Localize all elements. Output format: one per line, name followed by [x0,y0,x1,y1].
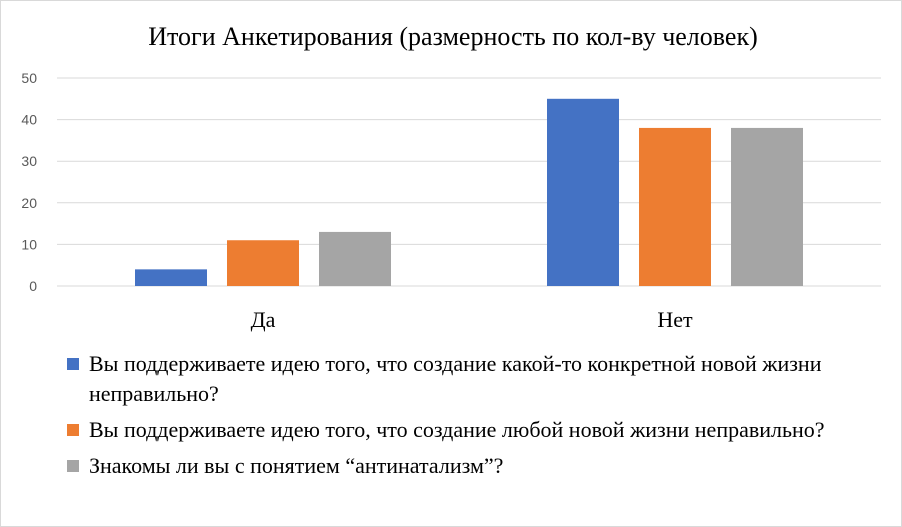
y-tick-label: 0 [29,278,37,294]
legend-label-series-1: Вы поддерживаете идею того, что создание… [89,351,822,406]
y-tick-label: 30 [21,153,37,169]
legend: Вы поддерживаете идею того, что создание… [67,349,867,487]
legend-label-series-2: Вы поддерживаете идею того, что создание… [89,417,825,442]
legend-swatch-series-3 [67,460,79,472]
legend-swatch-series-1 [67,358,79,370]
bar-series-2-cat-1 [227,240,299,286]
y-tick-label: 10 [21,236,37,252]
chart-title: Итоги Анкетирования (размерность по кол-… [148,22,758,51]
y-tick-label: 40 [21,112,37,128]
x-axis-categories: Да Нет [251,307,693,332]
legend-swatch-series-2 [67,424,79,436]
legend-label-series-3: Знакомы ли вы с понятием “антинатализм”? [89,453,504,478]
x-category-label-2: Нет [657,307,693,332]
bar-series-2-cat-2 [639,127,711,286]
y-tick-label: 20 [21,195,37,211]
x-category-label-1: Да [251,307,276,332]
y-tick-label: 50 [21,70,37,86]
y-axis-ticks: 0 10 20 30 40 50 [21,70,37,294]
legend-item-series-2: Вы поддерживаете идею того, что создание… [67,415,867,445]
bar-series-1-cat-1 [135,269,207,286]
bars [135,98,803,286]
legend-item-series-3: Знакомы ли вы с понятием “антинатализм”? [67,451,867,481]
legend-item-series-1: Вы поддерживаете идею того, что создание… [67,349,867,409]
bar-series-3-cat-1 [319,231,391,286]
bar-series-1-cat-2 [547,98,619,286]
chart-canvas: Итоги Анкетирования (размерность по кол-… [21,22,881,332]
bar-series-3-cat-2 [731,127,803,286]
